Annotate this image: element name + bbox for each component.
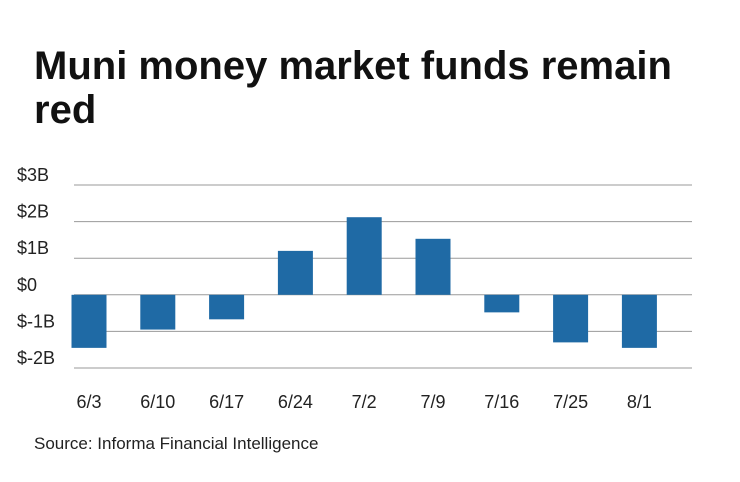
bar-6-10 — [140, 294, 176, 330]
gridlines — [74, 184, 692, 369]
x-tick-label: 6/3 — [76, 392, 101, 412]
bar-6-3 — [71, 294, 107, 348]
chart-title: Muni money market funds remain red — [34, 44, 672, 132]
x-tick-label: 7/9 — [420, 392, 445, 412]
bar-6-24 — [277, 250, 313, 295]
y-tick-label: $2B — [17, 202, 49, 222]
source-note: Source: Informa Financial Intelligence — [34, 434, 319, 453]
x-tick-label: 7/16 — [484, 392, 519, 412]
bar-7-2 — [346, 217, 382, 295]
x-tick-label: 7/25 — [553, 392, 588, 412]
x-tick-label: 6/24 — [278, 392, 313, 412]
bar-8-1 — [621, 294, 657, 348]
bar-7-9 — [415, 238, 451, 295]
y-tick-label: $1B — [17, 238, 49, 258]
y-tick-label: $-1B — [17, 311, 55, 331]
y-tick-label: $-2B — [17, 348, 55, 368]
x-tick-label: 7/2 — [352, 392, 377, 412]
y-tick-label: $3B — [17, 165, 49, 185]
x-tick-label: 6/10 — [140, 392, 175, 412]
bar-7-16 — [484, 294, 520, 313]
bar-7-25 — [553, 294, 589, 343]
x-tick-label: 8/1 — [627, 392, 652, 412]
x-axis-ticks: 6/3 6/10 6/17 6/24 7/2 7/9 7/16 7/25 8/1 — [76, 392, 651, 412]
bars — [71, 217, 657, 348]
y-tick-label: $0 — [17, 275, 37, 295]
x-tick-label: 6/17 — [209, 392, 244, 412]
y-axis-ticks: $3B $2B $1B $0 $-1B $-2B — [17, 165, 55, 368]
bar-6-17 — [209, 294, 245, 320]
